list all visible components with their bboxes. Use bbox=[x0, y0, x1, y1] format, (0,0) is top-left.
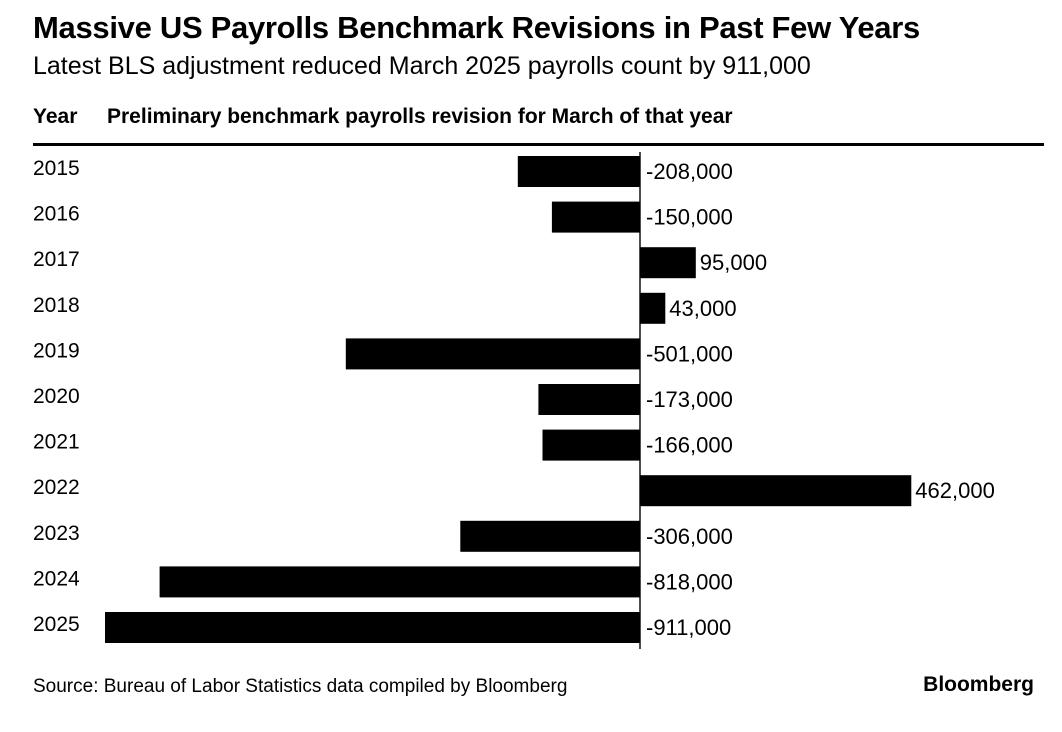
year-label-2018: 2018 bbox=[33, 294, 80, 317]
value-label-2022: 462,000 bbox=[915, 478, 995, 503]
bar-2016 bbox=[551, 201, 640, 233]
bar-2021 bbox=[542, 429, 640, 461]
bloomberg-logo: Bloomberg bbox=[923, 673, 1034, 696]
value-label-2023: -306,000 bbox=[646, 524, 733, 549]
value-label-2020: -173,000 bbox=[646, 387, 733, 412]
year-label-2020: 2020 bbox=[33, 385, 80, 408]
value-label-2025: -911,000 bbox=[646, 615, 731, 640]
bar-2018 bbox=[640, 292, 666, 324]
revision-column-header: Preliminary benchmark payrolls revision … bbox=[107, 105, 733, 128]
bar-2025 bbox=[105, 612, 640, 643]
year-label-2019: 2019 bbox=[33, 339, 80, 362]
year-label-2016: 2016 bbox=[33, 203, 80, 226]
year-label-2015: 2015 bbox=[33, 157, 80, 180]
source-note: Source: Bureau of Labor Statistics data … bbox=[33, 676, 568, 697]
year-column-header: Year bbox=[33, 105, 78, 128]
bar-2017 bbox=[640, 247, 696, 279]
year-label-2021: 2021 bbox=[33, 431, 80, 454]
revisions-bar-chart: 2015 -208,000 2016 -150,000 2017 95,000 2018 43… bbox=[33, 152, 995, 649]
bar-2022 bbox=[640, 475, 912, 507]
bar-2023 bbox=[460, 520, 640, 552]
bar-2024 bbox=[159, 566, 640, 598]
value-label-2018: 43,000 bbox=[669, 296, 736, 321]
bar-2015 bbox=[517, 156, 640, 187]
bar-2020 bbox=[538, 384, 640, 415]
chart-subtitle: Latest BLS adjustment reduced March 2025… bbox=[33, 52, 811, 80]
value-label-2017: 95,000 bbox=[700, 250, 767, 275]
year-label-2023: 2023 bbox=[33, 522, 80, 545]
value-label-2016: -150,000 bbox=[646, 205, 733, 230]
year-label-2025: 2025 bbox=[33, 613, 80, 636]
value-label-2021: -166,000 bbox=[646, 433, 733, 458]
value-label-2015: -208,000 bbox=[646, 159, 733, 184]
year-label-2022: 2022 bbox=[33, 476, 80, 499]
bar-2019 bbox=[345, 338, 640, 370]
chart-title: Massive US Payrolls Benchmark Revisions … bbox=[33, 10, 920, 45]
value-label-2019: -501,000 bbox=[646, 341, 733, 366]
header-rule bbox=[33, 143, 1044, 146]
year-label-2017: 2017 bbox=[33, 248, 80, 271]
value-label-2024: -818,000 bbox=[646, 569, 733, 594]
year-label-2024: 2024 bbox=[33, 567, 80, 590]
